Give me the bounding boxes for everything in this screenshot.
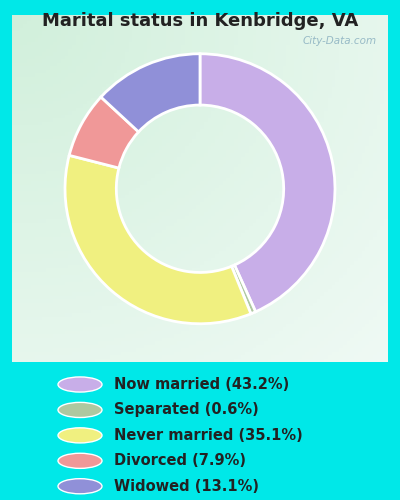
Text: City-Data.com: City-Data.com xyxy=(302,36,377,46)
Circle shape xyxy=(58,428,102,443)
Text: Divorced (7.9%): Divorced (7.9%) xyxy=(114,454,246,468)
Wedge shape xyxy=(232,265,256,314)
Circle shape xyxy=(58,453,102,468)
Text: Marital status in Kenbridge, VA: Marital status in Kenbridge, VA xyxy=(42,12,358,30)
Circle shape xyxy=(58,478,102,494)
Wedge shape xyxy=(69,97,138,168)
Text: Never married (35.1%): Never married (35.1%) xyxy=(114,428,303,443)
Wedge shape xyxy=(65,156,251,324)
Circle shape xyxy=(58,402,102,417)
Text: Separated (0.6%): Separated (0.6%) xyxy=(114,402,259,417)
Text: Now married (43.2%): Now married (43.2%) xyxy=(114,377,289,392)
Wedge shape xyxy=(101,54,200,132)
Wedge shape xyxy=(200,54,335,312)
Text: Widowed (13.1%): Widowed (13.1%) xyxy=(114,479,259,494)
Circle shape xyxy=(58,377,102,392)
